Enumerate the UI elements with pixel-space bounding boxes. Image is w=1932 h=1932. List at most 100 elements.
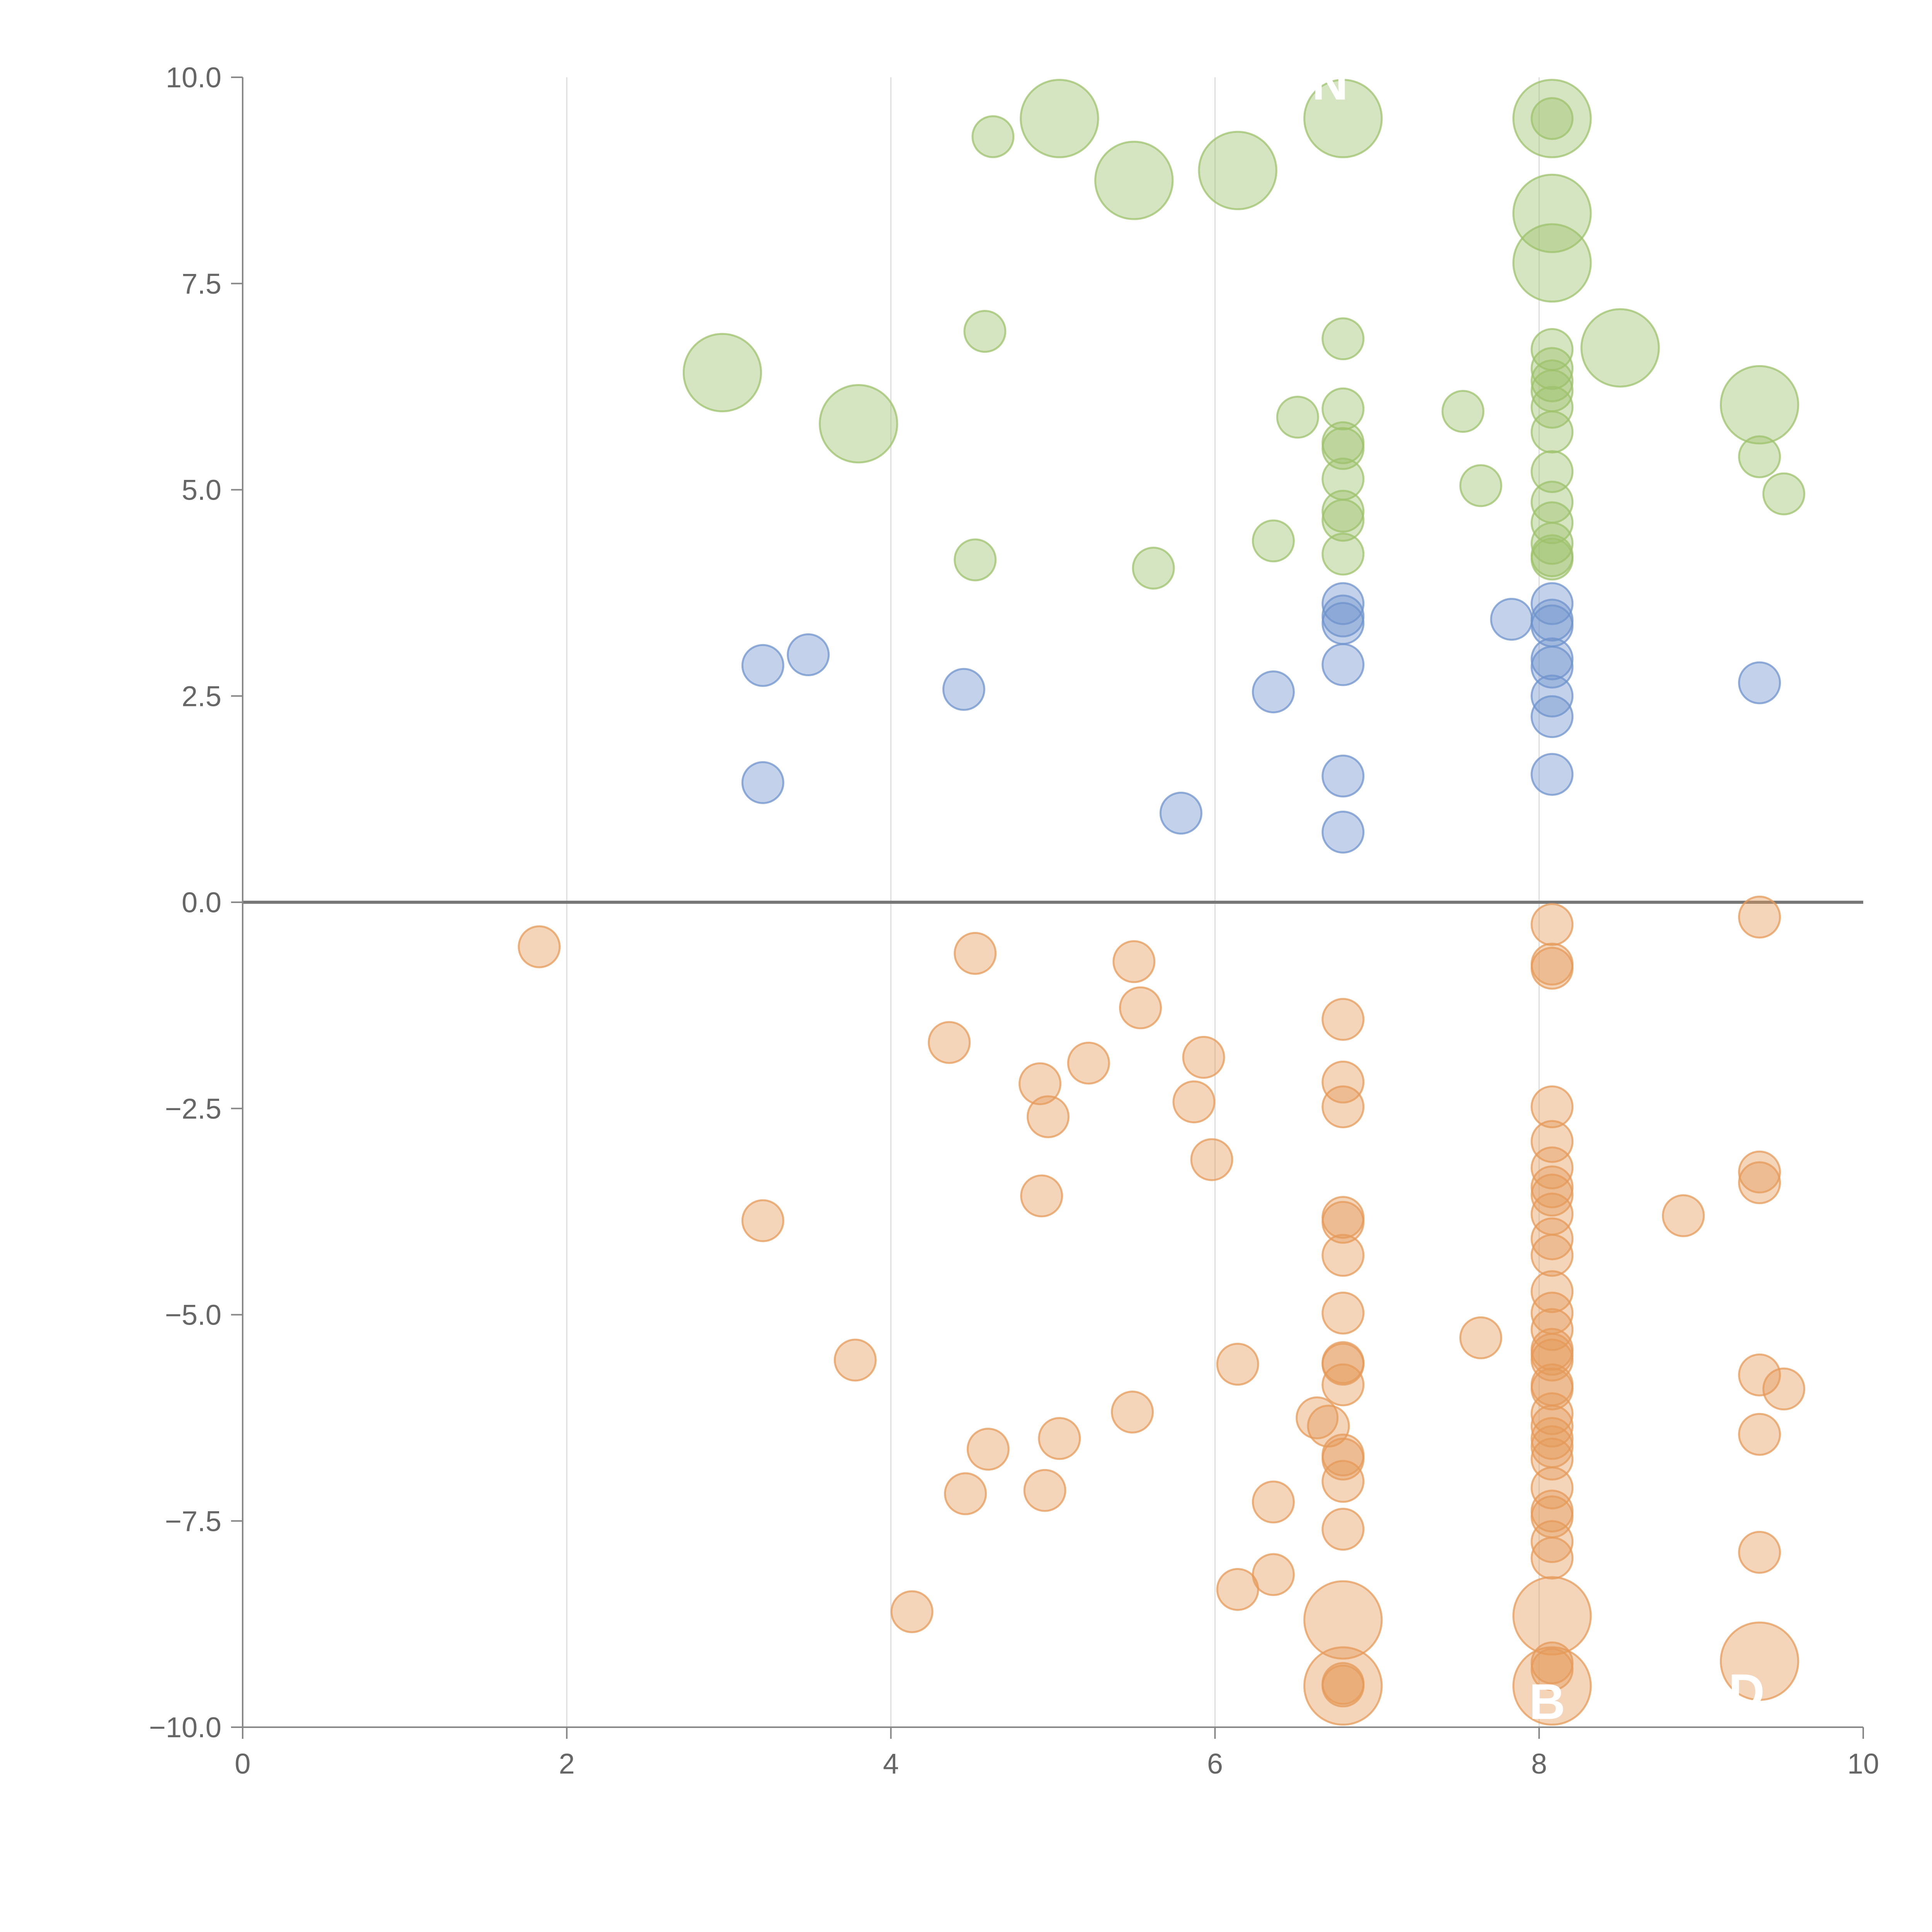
green-bubble (1531, 97, 1574, 140)
orange-bubble (1738, 1150, 1781, 1194)
green-bubble (1531, 522, 1574, 565)
x-tick-label: 8 (1531, 1748, 1547, 1780)
orange-bubble (1307, 1405, 1350, 1448)
annotation-label: D (1728, 1663, 1765, 1720)
orange-bubble (1067, 1041, 1110, 1085)
orange-bubble (1762, 1367, 1805, 1411)
orange-bubble (1531, 1270, 1574, 1313)
green-bubble (682, 333, 762, 413)
orange-bubble (1531, 1234, 1574, 1277)
orange-bubble (1216, 1343, 1259, 1386)
blue-bubble (1738, 661, 1781, 704)
orange-bubble (1738, 1413, 1781, 1456)
orange-bubble (1018, 1062, 1061, 1105)
orange-bubble (1321, 1437, 1365, 1481)
orange-bubble (1321, 1291, 1365, 1335)
green-bubble (1321, 387, 1365, 430)
orange-bubble (518, 925, 561, 968)
green-bubble (1762, 472, 1805, 515)
orange-bubble (1112, 940, 1156, 983)
green-bubble (1719, 365, 1799, 445)
orange-bubble (1531, 1085, 1574, 1128)
orange-bubble (944, 1472, 987, 1515)
y-tick-label: 5.0 (182, 474, 221, 506)
orange-bubble (1531, 1520, 1574, 1563)
orange-bubble (1321, 1085, 1365, 1128)
orange-bubble (1719, 1621, 1799, 1701)
blue-bubble (942, 668, 985, 711)
orange-bubble (928, 1021, 971, 1064)
y-tick-label: 10.0 (166, 61, 221, 94)
orange-bubble (1038, 1417, 1081, 1460)
orange-bubble (1190, 1138, 1233, 1181)
blue-bubble (1531, 695, 1574, 738)
green-bubble (1531, 347, 1574, 390)
blue-bubble (741, 761, 784, 804)
green-bubble (1020, 79, 1099, 158)
orange-bubble (966, 1428, 1010, 1471)
y-tick-label: 7.5 (182, 268, 221, 300)
orange-bubble (1531, 1392, 1574, 1435)
y-tick-label: 2.5 (182, 680, 221, 712)
orange-bubble (741, 1199, 784, 1242)
orange-bubble (1531, 1536, 1574, 1580)
orange-bubble (1531, 1173, 1574, 1217)
blue-bubble (787, 633, 830, 676)
orange-bubble (1216, 1568, 1259, 1611)
green-bubble (1321, 532, 1365, 576)
blue-bubble (1321, 754, 1365, 798)
blue-bubble (1321, 643, 1365, 686)
orange-bubble (1321, 1662, 1365, 1705)
green-bubble (1531, 359, 1574, 403)
green-bubble (1132, 546, 1175, 590)
orange-bubble (1738, 1161, 1781, 1204)
x-tick-label: 10 (1847, 1748, 1879, 1780)
orange-bubble (1296, 1396, 1339, 1439)
y-tick-label: −10.0 (149, 1711, 221, 1743)
orange-bubble (1738, 1531, 1781, 1574)
orange-bubble (1023, 1469, 1066, 1512)
ticks: 0 2 4 6 8 10 10.0 7.5 5.0 2.5 0.0 −2.5 −5.0 −7.5 −10.0 (149, 61, 1879, 1780)
bubbles (518, 79, 1805, 1726)
orange-bubble (1111, 1390, 1154, 1434)
x-tick-label: 2 (559, 1748, 575, 1780)
x-tick-label: 6 (1207, 1748, 1223, 1780)
orange-bubble (833, 1338, 877, 1382)
orange-bubble (1531, 903, 1574, 946)
orange-bubble (1020, 1174, 1063, 1218)
green-bubble (1531, 537, 1574, 581)
blue-bubble (1531, 582, 1574, 625)
x-tick-label: 4 (883, 1748, 899, 1780)
green-bubble (1531, 386, 1574, 429)
green-bubble (1531, 450, 1574, 493)
orange-bubble (1303, 1646, 1383, 1726)
orange-bubble (1182, 1036, 1225, 1079)
blue-bubble (1531, 753, 1574, 796)
green-bubble (1321, 498, 1365, 542)
orange-bubble (954, 932, 997, 975)
green-bubble (1531, 410, 1574, 454)
orange-bubble (1531, 947, 1574, 990)
y-tick-label: 0.0 (182, 886, 221, 918)
green-bubble (1738, 435, 1781, 478)
orange-bubble (1252, 1480, 1295, 1524)
green-bubble (819, 384, 898, 464)
orange-bubble (1531, 1120, 1574, 1163)
green-bubble (971, 115, 1015, 158)
y-tick-label: −2.5 (165, 1093, 221, 1125)
blue-bubble (1159, 791, 1202, 835)
orange-bubble (1321, 1234, 1365, 1277)
green-bubble (1252, 519, 1295, 563)
x-tick-label: 0 (235, 1748, 250, 1780)
green-bubble (1198, 131, 1277, 210)
green-bubble (1459, 464, 1502, 507)
orange-bubble (1321, 1201, 1365, 1244)
green-bubble (1094, 141, 1174, 220)
blue-bubble (741, 644, 784, 687)
orange-bubble (1512, 1576, 1592, 1656)
annotations: N B D (1312, 54, 1765, 1730)
blue-bubble (1321, 811, 1365, 854)
green-bubble (1512, 173, 1592, 253)
orange-bubble (1321, 1060, 1365, 1104)
